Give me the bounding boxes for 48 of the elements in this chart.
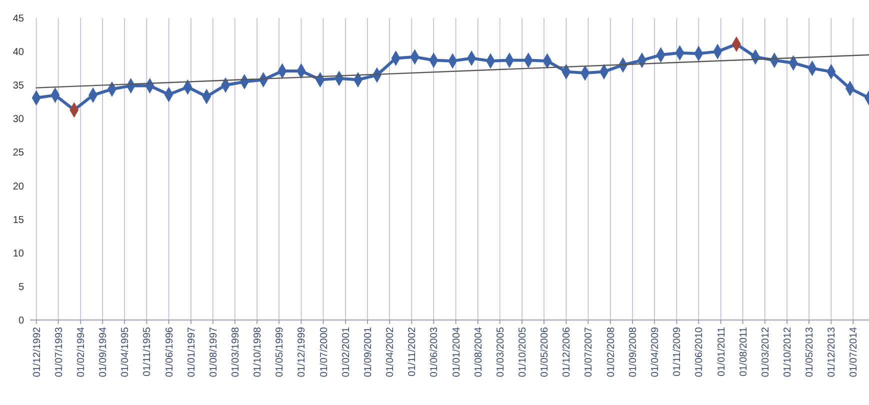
x-tick-label: 01/11/1995	[142, 326, 154, 376]
y-tick-label: 25	[12, 148, 24, 159]
x-tick-label: 01/03/2005	[495, 326, 506, 378]
x-tick-label: 01/10/2012	[782, 326, 794, 378]
x-tick-label: 01/10/2005	[518, 326, 529, 378]
x-tick-label: 01/09/2001	[363, 326, 374, 378]
x-tick-label: 01/05/2006	[540, 326, 551, 378]
x-tick-label: 01/04/2009	[650, 326, 661, 378]
x-tick-label: 01/08/2004	[473, 326, 484, 378]
x-tick-label: 01/11/2002	[407, 326, 418, 376]
x-tick-label: 01/04/2002	[384, 326, 396, 378]
y-tick-label: 30	[12, 114, 24, 126]
x-tick-label: 01/09/2008	[628, 326, 640, 378]
y-tick-label: 0	[18, 316, 24, 326]
x-tick-label: 01/07/2007	[584, 326, 595, 378]
x-tick-label: 01/01/2011	[716, 326, 728, 376]
x-tick-label: 01/05/2013	[804, 326, 816, 378]
y-tick-label: 15	[12, 214, 24, 226]
x-tick-label: 01/08/2011	[738, 326, 750, 376]
y-tick-label: 20	[12, 181, 24, 192]
x-tick-label: 01/07/2014	[848, 326, 860, 378]
x-tick-label: 01/02/2008	[606, 326, 617, 378]
x-tick-label: 01/01/1997	[186, 326, 198, 378]
x-tick-label: 01/07/1993	[54, 326, 65, 378]
x-tick-label: 01/12/2006	[562, 326, 573, 378]
x-tick-label: 01/05/1999	[274, 326, 286, 378]
x-tick-label: 01/08/1997	[208, 326, 220, 378]
x-tick-label: 01/12/1992	[32, 326, 43, 378]
x-tick-label: 01/12/2013	[826, 326, 838, 378]
x-tick-label: 01/06/1996	[164, 326, 176, 378]
x-tick-label: 01/09/1994	[98, 326, 110, 378]
x-tick-label: 01/11/2009	[672, 326, 684, 376]
x-tick-label: 01/04/1995	[120, 326, 132, 378]
y-tick-label: 45	[12, 14, 24, 24]
x-tick-label: 01/02/2001	[341, 326, 352, 378]
y-tick-label: 35	[12, 80, 24, 92]
y-tick-label: 5	[18, 282, 24, 293]
x-tick-label: 01/12/1999	[296, 326, 308, 378]
x-tick-label: 01/10/1998	[252, 326, 264, 378]
x-tick-label: 01/07/2000	[318, 326, 330, 378]
y-tick-label: 10	[12, 248, 24, 260]
x-tick-label: 01/02/1994	[76, 326, 88, 378]
x-tick-label: 01/03/1998	[230, 326, 242, 378]
x-tick-label: 01/01/2004	[451, 326, 462, 378]
x-tick-label: 01/03/2012	[760, 326, 772, 378]
x-tick-label: 01/06/2010	[694, 326, 706, 378]
y-tick-label: 40	[12, 47, 24, 58]
x-tick-label: 01/06/2003	[429, 326, 440, 378]
